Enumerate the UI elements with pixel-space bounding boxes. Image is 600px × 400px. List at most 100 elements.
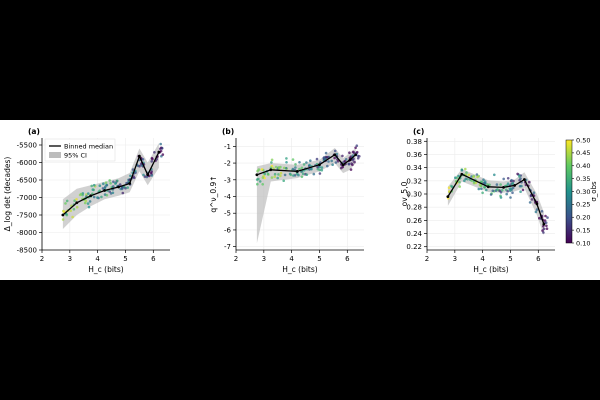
scatter-point [139,162,143,166]
scatter-point [472,175,475,179]
y-tick-label: 0.30 [406,191,422,199]
colorbar-bar [565,139,573,244]
scatter-point [499,183,502,186]
scatter-point [493,173,496,177]
median-point [269,168,273,172]
y-tick-label: -3 [224,176,231,184]
x-tick-label: 3 [262,255,266,263]
y-tick-label: 0.24 [406,230,422,238]
scatter-point [116,179,119,183]
scatter-point [277,173,280,176]
median-point [486,185,490,189]
colorbar-tick-label: 0.35 [576,175,590,183]
scatter-point [510,178,513,182]
ci-band [256,148,356,244]
scatter-point [159,142,162,146]
scatter-point [334,161,338,164]
scatter-point [73,199,76,202]
scatter-point [353,160,356,164]
scatter-point [104,181,108,184]
x-tick-label: 4 [289,255,294,263]
scatter-point [261,183,265,186]
panel-label: (c) [413,127,424,136]
scatter-point [447,186,451,189]
scatter-point [544,214,547,218]
colorbar-tick-label: 0.20 [576,214,590,222]
scatter-point [354,146,357,150]
scatter-point [500,189,504,192]
scatter-point [112,180,115,184]
scatter-point [279,174,282,178]
scatter-point [270,161,273,164]
scatter-point [269,166,273,169]
scatter-point [79,192,83,196]
scatter-point [470,179,474,183]
scatter-point [141,158,145,161]
x-tick-label: 5 [508,255,512,263]
scatter-point [142,173,145,177]
scatter-point [111,191,115,195]
scatter-point [316,167,320,171]
scatter-point [160,147,164,150]
median-point [542,222,546,226]
median-point [255,173,259,177]
x-tick-label: 2 [425,255,429,263]
scatter-point [350,162,353,165]
median-line [447,173,545,225]
scatter-point [464,167,467,171]
scatter-point [331,163,334,166]
scatter-point [457,174,460,178]
scatter-point [511,191,514,194]
scatter-point [352,151,356,154]
scatter-point [315,157,319,161]
scatter-point [291,158,295,161]
ci-band [62,143,159,229]
chart-panel: 2 3 4 5 6 -8500 -8000 -7500 -7000 -6500 -6000 -5500… [3,127,170,274]
y-tick-label: -2 [224,160,231,168]
median-point [295,170,299,173]
colorbar: 0.10 0.15 0.20 0.25 0.30 0.35 0.40 0.45 0.50 σ_ob… [565,136,598,247]
y-tick-label: -7000 [17,194,37,202]
x-tick-label: 4 [480,255,485,263]
scatter-point [355,144,359,147]
scatter-point [482,178,485,181]
scatter-point [90,184,93,188]
colorbar-tick-label: 0.30 [576,188,590,196]
scatter-point [327,160,330,163]
scatter-point [61,218,65,221]
scatter-point [114,182,117,185]
colorbar-tick-label: 0.45 [576,149,590,157]
scatter-point [308,163,311,167]
scatter-point [129,174,132,178]
scatter-point [460,168,464,172]
scatter-point [349,168,353,171]
scatter-point [320,168,324,172]
colorbar-tick-label: 0.10 [576,239,590,247]
scatter-point [88,200,92,203]
scatter-point [479,184,482,188]
colorbar-tick-label: 0.15 [576,226,590,234]
x-axis-label: H_c (bits) [282,265,318,274]
scatter-point [454,176,457,179]
scatter-point [538,216,541,220]
scatter-point [509,189,512,192]
median-point [513,184,517,187]
scatter-point [491,189,495,193]
scatter-point [516,172,519,176]
scatter-point [489,193,493,196]
colorbar-label: σ_obs [590,181,598,202]
legend-swatch-ci [49,152,61,158]
x-axis-label: H_c (bits) [88,265,124,274]
scatter-point [256,169,259,173]
scatter-point [305,161,308,164]
scatter-point [336,159,340,163]
median-point [103,189,107,192]
scatter-point [502,177,506,181]
x-tick-label: 6 [151,255,156,263]
scatter-point [69,209,72,212]
scatter-point [475,173,479,176]
scatter-point [301,172,305,175]
scatter-point [261,176,265,179]
x-tick-label: 6 [345,255,350,263]
scatter-point [282,166,286,170]
